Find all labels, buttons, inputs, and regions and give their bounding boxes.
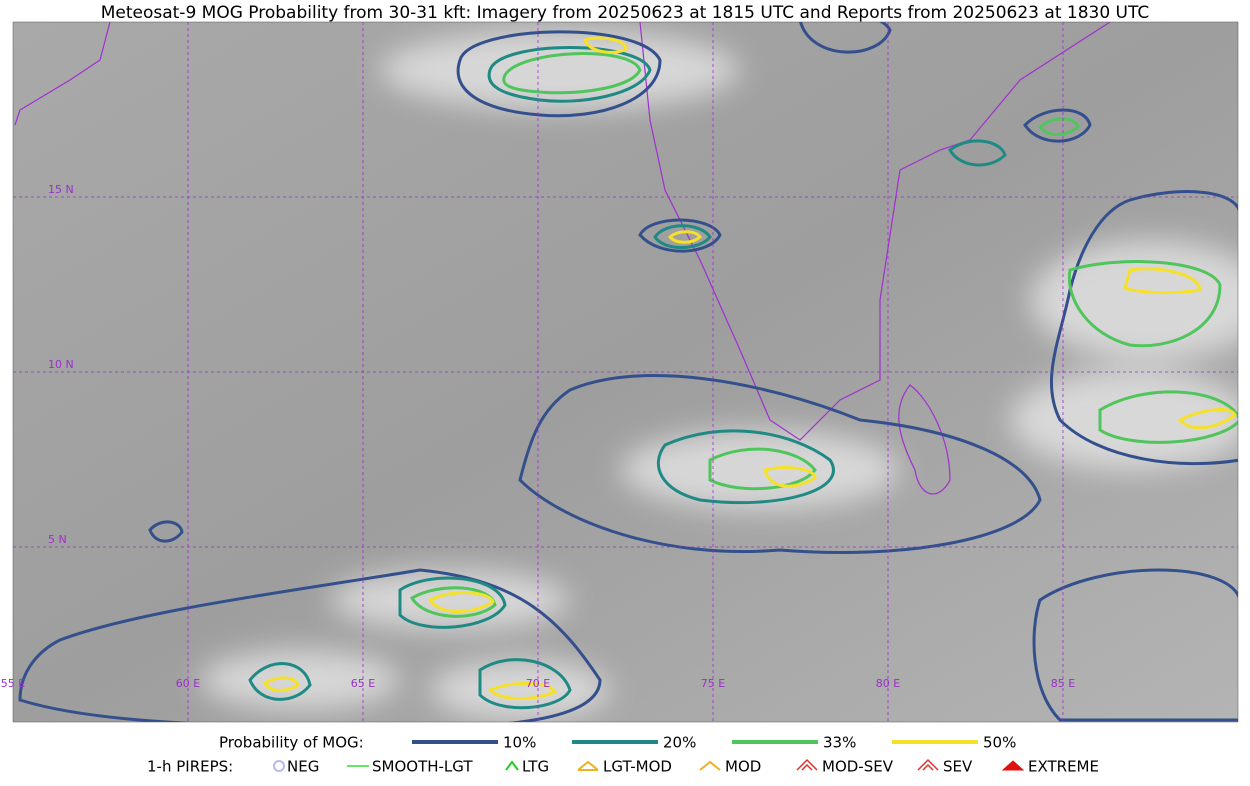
legend-label: SEV — [943, 758, 973, 776]
pirep-icon — [577, 760, 599, 771]
pirep-icon — [273, 760, 285, 772]
legend-label: LGT-MOD — [603, 758, 672, 776]
contours — [18, 22, 1238, 722]
legend-label: LTG — [522, 758, 549, 776]
legend-label: EXTREME — [1028, 758, 1099, 776]
lat-label: 15 N — [48, 183, 74, 196]
cloud-streaks — [200, 30, 1238, 720]
pirep-icon — [796, 758, 818, 771]
lon-label: 80 E — [876, 677, 900, 690]
pirep-icon — [699, 760, 721, 771]
lon-label: 60 E — [176, 677, 200, 690]
lon-label: 55 E — [1, 677, 25, 690]
lon-label: 70 E — [526, 677, 550, 690]
lat-label: 5 N — [48, 533, 67, 546]
lon-label: 85 E — [1051, 677, 1075, 690]
legend-title: Probability of MOG: — [219, 734, 364, 752]
legend-label: NEG — [287, 758, 319, 776]
legend-label: 33% — [823, 734, 856, 752]
legend-label: MOD-SEV — [822, 758, 894, 776]
pirep-icon — [1001, 760, 1025, 771]
title: Meteosat-9 MOG Probability from 30-31 kf… — [101, 3, 1150, 23]
legend-label: 50% — [983, 734, 1016, 752]
map — [13, 22, 1238, 722]
legend-title: 1-h PIREPS: — [147, 758, 233, 776]
coastline — [14, 22, 111, 126]
legend-label: 20% — [663, 734, 696, 752]
pirep-icon — [505, 760, 519, 771]
lon-label: 65 E — [351, 677, 375, 690]
pirep-icon — [917, 758, 939, 771]
lat-label: 10 N — [48, 358, 74, 371]
lon-label: 75 E — [701, 677, 725, 690]
legend-label: SMOOTH-LGT — [372, 758, 473, 776]
legend-label: 10% — [503, 734, 536, 752]
legend-label: MOD — [725, 758, 761, 776]
